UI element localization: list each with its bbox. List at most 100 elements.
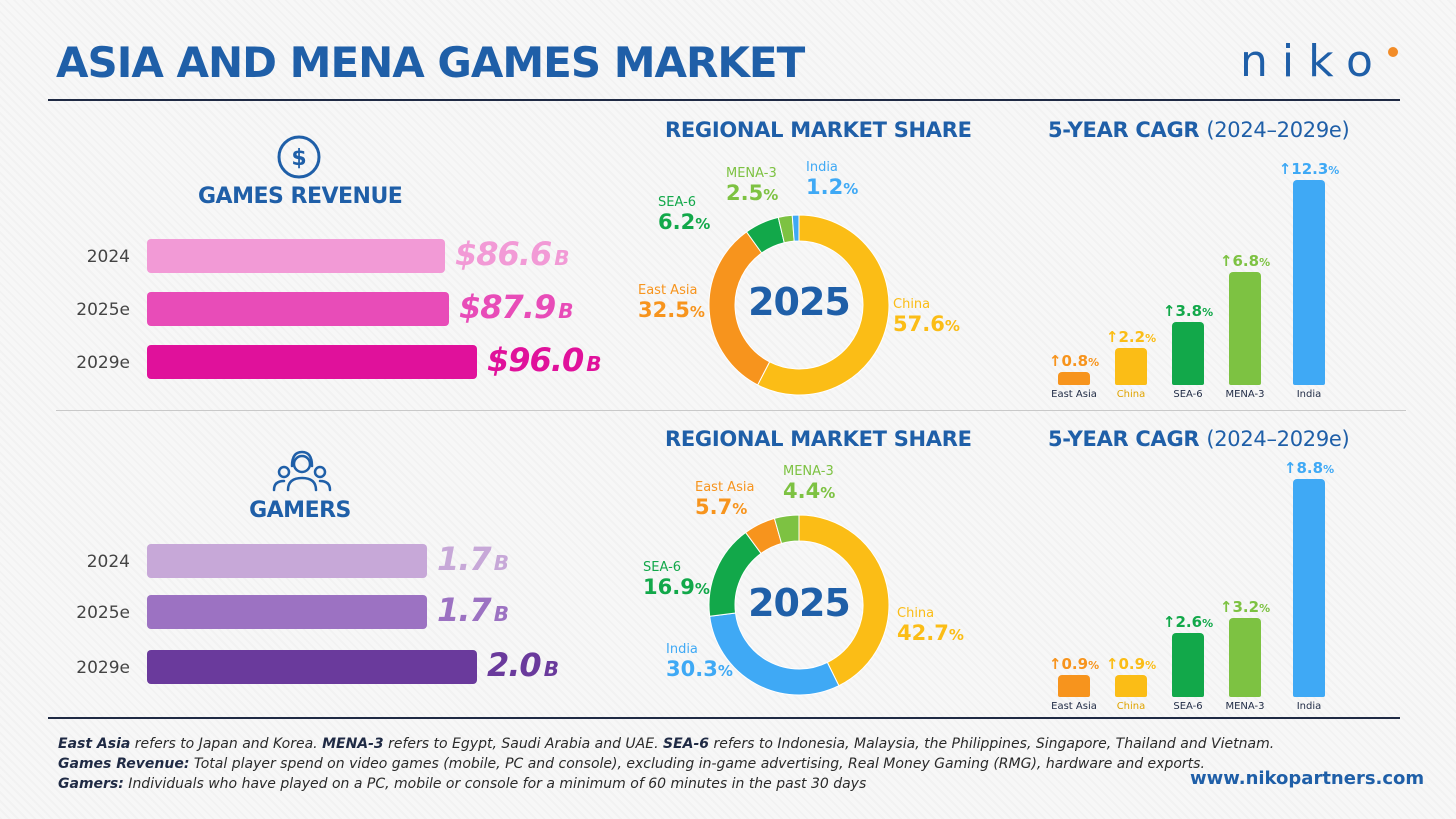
revenue-value-unit-0: B	[554, 246, 570, 270]
cagr2-value-4: ↑8.8%	[1269, 459, 1349, 477]
footnote-games-revenue: Games Revenue: Total player spend on vid…	[58, 756, 1205, 772]
gamers-value-unit-1: B	[493, 602, 509, 626]
market-share-heading-1: REGIONAL MARKET SHARE	[665, 118, 972, 142]
cagr-heading-2-title: 5-YEAR CAGR	[1048, 427, 1200, 451]
revenue-value-number-1: $87.9	[459, 288, 556, 326]
donut2-label-0: China 42.7%	[897, 606, 964, 645]
donut2-label-value-0: 42.7%	[897, 621, 964, 645]
cagr1-value-3: ↑6.8%	[1205, 252, 1285, 270]
donut-center-label-1: 2025	[748, 280, 851, 324]
market-share-donut-2	[708, 514, 890, 696]
cagr2-value-number-0: 0.9	[1061, 655, 1089, 673]
cagr1-value-1: ↑2.2%	[1091, 328, 1171, 346]
donut1-label-number-1: 32.5	[638, 298, 690, 322]
logo-text: NIKO	[1240, 36, 1387, 87]
revenue-year-1: 2025e	[76, 300, 130, 320]
donut1-label-1: East Asia 32.5%	[638, 283, 705, 322]
gamers-headset-icon	[272, 450, 332, 492]
cagr1-arrow-icon-1: ↑	[1105, 328, 1119, 346]
donut2-label-value-1: 30.3%	[666, 657, 733, 681]
gamers-value-2: 2.0 B	[487, 646, 559, 684]
cagr-heading-2: 5-YEAR CAGR (2024–2029e)	[1048, 427, 1350, 451]
donut1-label-pct-3: %	[763, 186, 779, 204]
games-revenue-heading: GAMES REVENUE	[198, 184, 403, 209]
gamers-value-number-0: 1.7	[437, 540, 492, 578]
cagr2-value-3: ↑3.2%	[1205, 598, 1285, 616]
cagr2-bar-1	[1115, 675, 1147, 697]
cagr1-bar-3	[1229, 272, 1261, 385]
cagr2-category-0: East Asia	[1051, 701, 1097, 712]
donut1-label-pct-1: %	[689, 303, 705, 321]
cagr2-value-2: ↑2.6%	[1148, 613, 1228, 631]
gamers-value-unit-2: B	[543, 657, 559, 681]
foot1-text-5: refers to Indonesia, Malaysia, the Phili…	[709, 736, 1275, 752]
cagr1-bar-2	[1172, 322, 1204, 385]
revenue-year-0: 2024	[86, 247, 130, 267]
cagr1-value-pct-4: %	[1328, 164, 1340, 177]
revenue-value-1: $87.9 B	[459, 288, 573, 326]
cagr1-value-number-2: 3.8	[1175, 302, 1203, 320]
cagr2-value-0: ↑0.9%	[1034, 655, 1114, 673]
donut1-label-3: MENA-3 2.5%	[726, 166, 778, 205]
revenue-bar-0	[147, 239, 445, 273]
donut1-label-4: India 1.2%	[806, 160, 858, 199]
donut1-label-pct-2: %	[695, 215, 711, 233]
page-title: ASIA AND MENA GAMES MARKET	[56, 38, 805, 87]
footnote-gamers: Gamers: Individuals who have played on a…	[58, 776, 866, 792]
foot1-text-3: refers to Egypt, Saudi Arabia and UAE.	[383, 736, 663, 752]
cagr2-value-number-2: 2.6	[1175, 613, 1203, 631]
cagr1-bar-0	[1058, 372, 1090, 385]
cagr2-value-pct-2: %	[1202, 617, 1214, 630]
revenue-value-unit-2: B	[586, 352, 602, 376]
foot3-text-1: Individuals who have played on a PC, mob…	[123, 776, 867, 792]
cagr-heading-1-subtitle: (2024–2029e)	[1206, 118, 1350, 142]
niko-logo: NIKO	[1240, 36, 1387, 87]
donut1-label-name-1: East Asia	[638, 283, 698, 298]
section-divider	[56, 410, 1406, 411]
donut1-label-number-2: 6.2	[658, 210, 696, 234]
cagr1-value-number-3: 6.8	[1232, 252, 1260, 270]
gamers-value-0: 1.7 B	[437, 540, 509, 578]
cagr2-value-1: ↑0.9%	[1091, 655, 1171, 673]
donut2-label-number-0: 42.7	[897, 621, 949, 645]
cagr2-value-pct-3: %	[1259, 602, 1271, 615]
cagr1-value-number-4: 12.3	[1291, 160, 1329, 178]
donut-slice-india	[791, 214, 800, 242]
cagr1-bar-4	[1293, 180, 1325, 385]
donut1-label-value-0: 57.6%	[893, 312, 960, 336]
revenue-bar-2	[147, 345, 477, 379]
donut-slice-china	[798, 514, 890, 687]
logo-dot-icon	[1388, 47, 1398, 57]
cagr1-value-number-1: 2.2	[1118, 328, 1146, 346]
donut2-label-pct-0: %	[948, 626, 964, 644]
cagr2-category-1: China	[1116, 701, 1146, 712]
header-divider	[48, 99, 1400, 101]
website-link[interactable]: www.nikopartners.com	[1190, 768, 1425, 789]
gamers-value-1: 1.7 B	[437, 591, 509, 629]
revenue-year-2: 2029e	[76, 353, 130, 373]
donut1-label-2: SEA-6 6.2%	[658, 195, 710, 234]
foot1-text-1: refers to Japan and Korea.	[130, 736, 323, 752]
donut1-label-value-4: 1.2%	[806, 175, 858, 199]
cagr2-arrow-icon-0: ↑	[1048, 655, 1062, 673]
cagr2-category-4: India	[1296, 701, 1322, 712]
donut2-label-pct-3: %	[732, 500, 748, 518]
donut1-label-pct-0: %	[944, 317, 960, 335]
donut2-label-4: MENA-3 4.4%	[783, 464, 835, 503]
donut-slice-mena-3	[773, 514, 800, 545]
cagr2-category-2: SEA-6	[1173, 701, 1203, 712]
cagr2-value-pct-1: %	[1145, 659, 1157, 672]
donut2-label-pct-2: %	[694, 580, 710, 598]
donut2-label-name-0: China	[897, 606, 935, 621]
dollar-icon: $	[277, 135, 321, 179]
cagr1-arrow-icon-3: ↑	[1219, 252, 1233, 270]
cagr2-bar-0	[1058, 675, 1090, 697]
foot1-term-2: MENA-3	[322, 736, 384, 752]
cagr1-category-4: India	[1296, 389, 1322, 400]
cagr1-value-pct-2: %	[1202, 306, 1214, 319]
cagr1-category-1: China	[1116, 389, 1146, 400]
cagr1-bar-1	[1115, 348, 1147, 385]
cagr1-value-pct-0: %	[1088, 356, 1100, 369]
donut2-label-number-4: 4.4	[783, 479, 821, 503]
cagr2-arrow-icon-4: ↑	[1283, 459, 1297, 477]
